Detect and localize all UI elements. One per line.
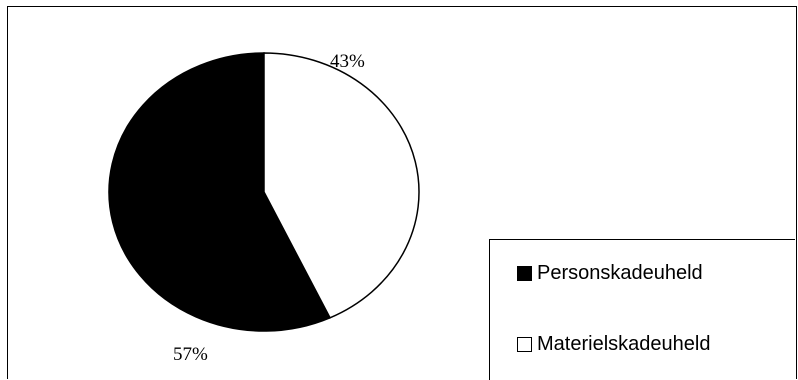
legend-item-materielskadeuheld: Materielskadeuheld: [517, 333, 710, 356]
legend-label-materielskadeuheld: Materielskadeuheld: [537, 333, 711, 355]
legend-label-personskadeuheld: Personskadeuheld: [537, 262, 703, 284]
slice-label-personskadeuheld: 57%: [173, 344, 208, 365]
slice-label-materielskadeuheld: 43%: [330, 51, 365, 72]
legend: Personskadeuheld Materielskadeuheld: [489, 239, 795, 380]
legend-item-personskadeuheld: Personskadeuheld: [517, 262, 703, 285]
pie-slice-materielskadeuheld: [263, 52, 420, 319]
legend-swatch-materielskadeuheld: [517, 337, 532, 352]
legend-swatch-personskadeuheld: [517, 266, 532, 281]
pie-slice-personskadeuheld: [108, 52, 332, 332]
